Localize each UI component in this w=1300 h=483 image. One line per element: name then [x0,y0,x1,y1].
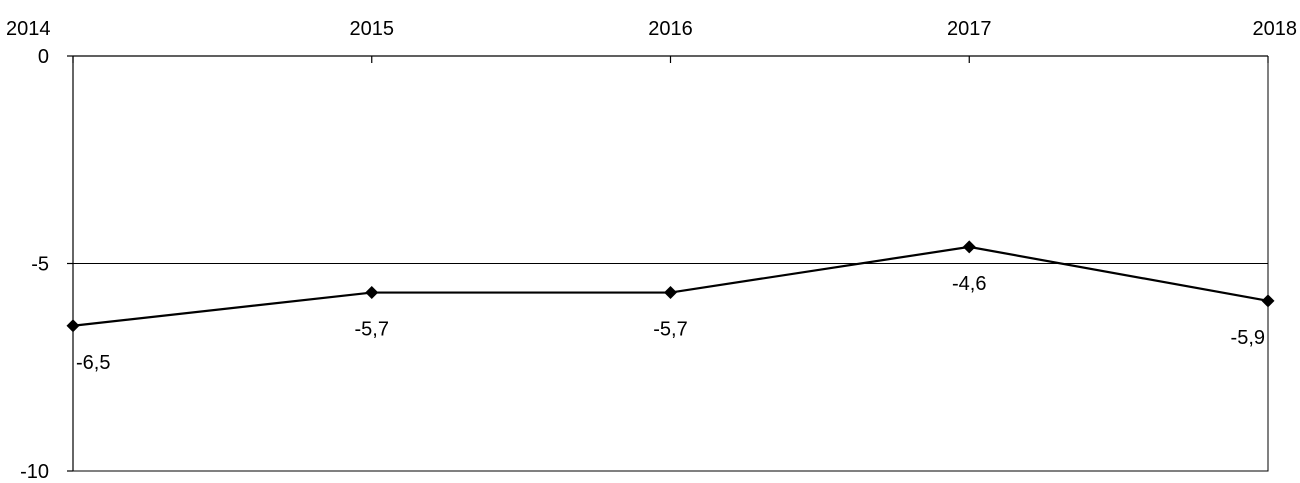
x-tick-label: 2016 [648,18,693,40]
y-tick-label: -10 [20,461,49,483]
data-point-marker [1261,294,1275,308]
data-label: -6,5 [76,352,110,374]
data-point-marker [365,286,379,300]
x-axis-tick-labels: 2014 2015 2016 2017 2018 [6,18,1297,40]
x-tick-label: 2015 [350,18,395,40]
axes [67,55,1269,472]
data-point-marker [664,286,677,300]
x-tick-label: 2014 [6,18,51,40]
data-markers [66,240,1275,333]
x-tick-label: 2018 [1253,18,1298,40]
data-point-marker [962,240,976,254]
data-label: -4,6 [952,273,986,295]
data-label: -5,7 [355,319,389,341]
y-tick-label: 0 [38,46,49,68]
plot-area [73,56,1269,472]
data-point-marker [66,319,80,333]
data-labels: -6,5 -5,7 -5,7 -4,6 -5,9 [76,273,1265,374]
y-tick-label: -5 [31,254,49,276]
data-label: -5,7 [653,319,687,341]
data-label: -5,9 [1231,327,1265,349]
y-axis-tick-labels: 0 -5 -10 [20,46,49,483]
plot-border [73,56,1269,472]
x-tick-label: 2017 [947,18,992,40]
